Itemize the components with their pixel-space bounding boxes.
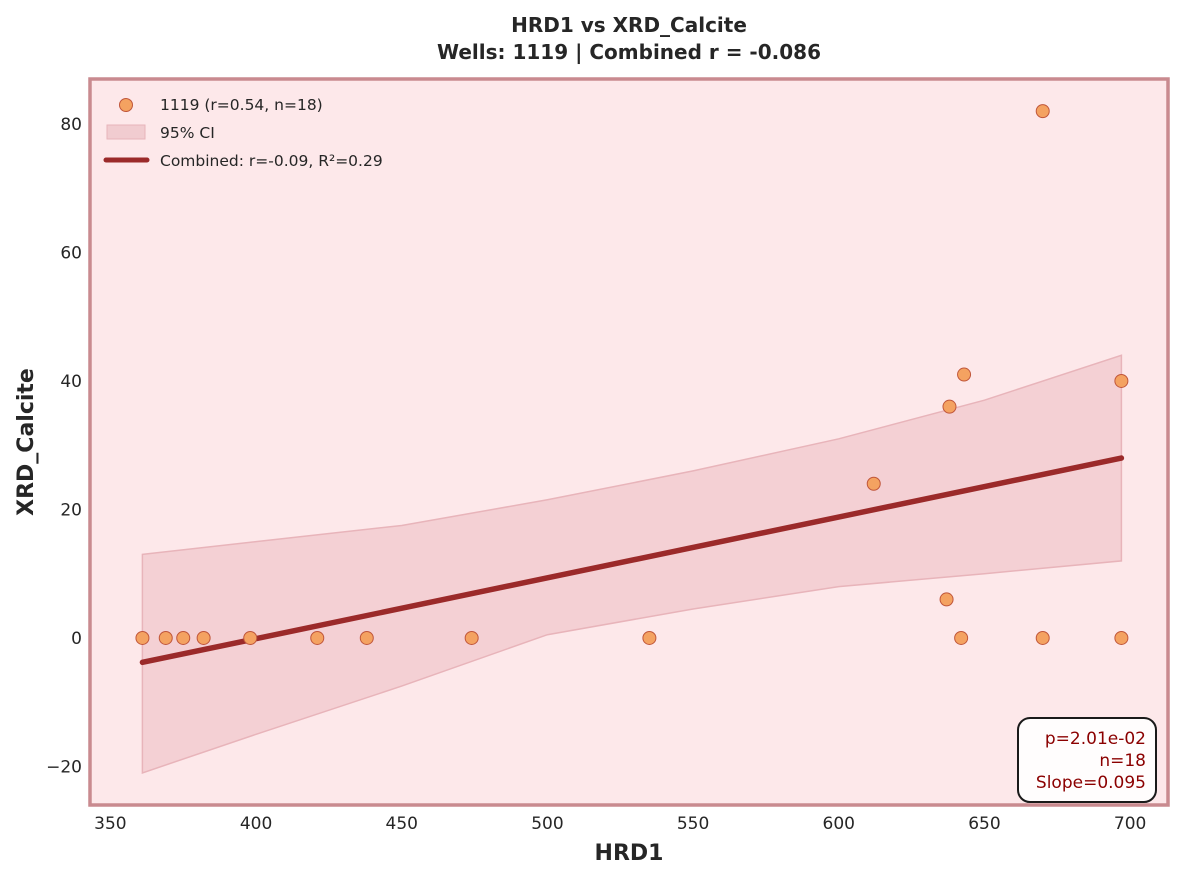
scatter-point	[642, 630, 657, 645]
y-tick-label: 0	[71, 629, 82, 649]
x-tick-label: 400	[240, 814, 272, 834]
scatter-point	[939, 592, 954, 607]
scatter-point	[464, 630, 479, 645]
y-tick-label: −20	[46, 757, 82, 777]
x-tick-label: 600	[823, 814, 855, 834]
x-tick-label: 500	[531, 814, 563, 834]
scatter-points-layer	[135, 104, 1129, 645]
legend-label-scatter: 1119 (r=0.54, n=18)	[160, 96, 323, 114]
x-tick-label: 450	[386, 814, 418, 834]
stats-p-value: p=2.01e-02	[1045, 729, 1146, 749]
legend-label-ci: 95% CI	[160, 124, 215, 142]
y-tick-label: 20	[60, 500, 82, 520]
scatter-point	[866, 476, 881, 491]
stats-slope: Slope=0.095	[1036, 773, 1146, 793]
y-tick-label: 60	[60, 243, 82, 263]
y-axis-ticks: −20 0 20 40 60 80	[46, 115, 82, 777]
stats-n: n=18	[1099, 751, 1146, 771]
regression-line-layer	[139, 455, 1125, 666]
legend-label-line: Combined: r=-0.09, R²=0.29	[160, 152, 383, 170]
x-tick-label: 650	[968, 814, 1000, 834]
scatter-point	[176, 630, 191, 645]
y-tick-label: 40	[60, 372, 82, 392]
y-tick-label: 80	[60, 115, 82, 135]
scatter-point	[196, 630, 211, 645]
chart-title: HRD1 vs XRD_Calcite	[511, 13, 747, 37]
scatter-point	[942, 399, 957, 414]
legend: 1119 (r=0.54, n=18) 95% CI Combined: r=-…	[103, 96, 383, 170]
x-tick-label: 700	[1114, 814, 1146, 834]
x-axis-ticks: 350 400 450 500 550 600 650 700	[94, 814, 1146, 834]
scatter-point	[1035, 104, 1050, 119]
scatter-point	[1114, 373, 1129, 388]
legend-swatch-scatter	[119, 98, 133, 112]
scatter-point	[158, 630, 173, 645]
scatter-point	[135, 630, 150, 645]
plot-area	[90, 79, 1168, 805]
scatter-point	[1035, 630, 1050, 645]
scatter-point	[310, 630, 325, 645]
scatter-point	[957, 367, 972, 382]
x-axis-label: HRD1	[595, 841, 664, 866]
scatter-point	[954, 630, 969, 645]
regression-line	[139, 455, 1125, 666]
y-axis-label: XRD_Calcite	[14, 368, 39, 516]
scatter-point	[359, 630, 374, 645]
confidence-band	[141, 354, 1123, 774]
scatter-point	[1114, 630, 1129, 645]
stats-box: p=2.01e-02 n=18 Slope=0.095	[1017, 717, 1157, 803]
x-tick-label: 350	[94, 814, 126, 834]
scatter-point	[243, 630, 258, 645]
confidence-band-layer	[141, 354, 1123, 774]
stats-box-frame	[1017, 717, 1157, 803]
legend-swatch-ci	[106, 124, 146, 140]
x-tick-label: 550	[677, 814, 709, 834]
plot-frame	[88, 77, 1170, 807]
chart-subtitle: Wells: 1119 | Combined r = -0.086	[437, 40, 821, 64]
